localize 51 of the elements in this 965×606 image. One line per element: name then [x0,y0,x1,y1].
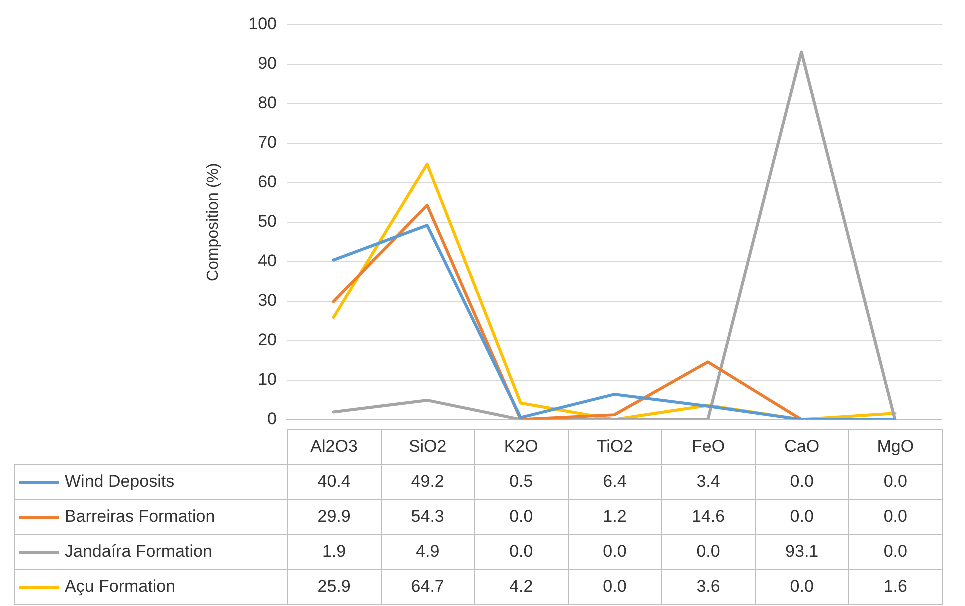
legend-label: Jandaíra Formation [14,534,288,570]
data-label: 0.0 [568,570,662,604]
y-tick-label: 70 [258,133,277,152]
x-tick-label: K2O [474,430,568,464]
data-label: 4.2 [474,570,568,604]
x-tick-label: TiO2 [568,430,662,464]
data-label: 0.0 [474,500,568,534]
x-tick-label: Al2O3 [288,430,382,464]
legend-label: Barreiras Formation [14,500,288,534]
x-tick-label: FeO [662,430,756,464]
x-tick-label: MgO [848,430,942,464]
data-label: 0.0 [755,500,849,534]
data-label: 40.4 [288,464,382,500]
y-tick-label: 10 [258,370,277,390]
data-label: 0.0 [755,570,849,604]
data-label: 0.0 [662,534,756,570]
data-label: 3.4 [662,464,756,500]
y-axis-title: Composition (%) [205,163,222,282]
data-label: 0.0 [568,534,662,570]
y-tick-label: 50 [258,212,277,232]
data-label: 0.0 [848,534,942,570]
data-label: 54.3 [381,500,475,534]
data-label: 49.2 [381,464,475,500]
data-label: 1.9 [288,534,382,570]
y-tick-label: 20 [258,330,277,350]
data-label: 0.0 [848,500,942,534]
data-label: 14.6 [662,500,756,534]
data-label: 0.0 [848,464,942,500]
x-tick-label: SiO2 [381,430,475,464]
y-tick-label: 0 [268,409,277,428]
y-tick-label: 90 [258,54,277,74]
data-label: 25.9 [288,570,382,604]
y-tick-label: 30 [258,291,277,310]
data-label: 0.5 [474,464,568,500]
legend-label: Wind Deposits [14,464,288,500]
y-tick-label: 80 [258,94,277,113]
data-label: 1.6 [848,570,942,604]
data-label: 1.2 [568,500,662,534]
x-tick-label: CaO [755,430,849,464]
data-label: 0.0 [755,464,849,500]
legend-label: Açu Formation [14,570,288,604]
data-label: 29.9 [288,500,382,534]
data-label: 3.6 [662,570,756,604]
y-tick-label: 100 [248,14,277,34]
data-label: 4.9 [381,534,475,570]
data-label: 6.4 [568,464,662,500]
y-tick-label: 60 [258,172,277,192]
data-label: 0.0 [474,534,568,570]
data-label: 64.7 [381,570,475,604]
data-label: 93.1 [755,534,849,570]
y-tick-label: 40 [258,252,277,271]
